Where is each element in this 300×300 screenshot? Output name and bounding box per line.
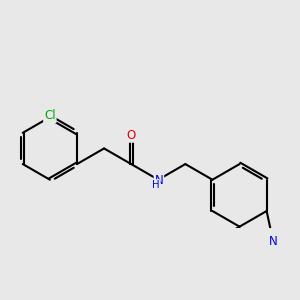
Text: N: N — [269, 235, 278, 248]
Text: Cl: Cl — [44, 109, 56, 122]
Text: H: H — [152, 180, 160, 190]
Text: N: N — [154, 174, 163, 187]
Text: O: O — [127, 129, 136, 142]
